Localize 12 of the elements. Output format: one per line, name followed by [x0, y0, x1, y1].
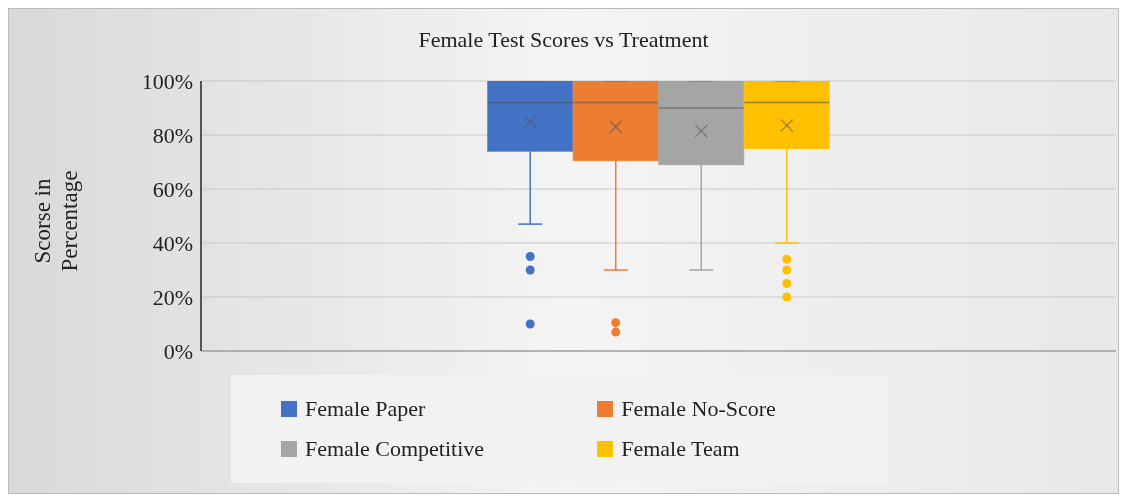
y-tick-label: 100% [141, 68, 193, 94]
y-tick-label: 0% [163, 338, 193, 364]
legend-label: Female Team [620, 436, 741, 462]
chart-title: Female Test Scores vs Treatment [417, 27, 710, 53]
legend-label: Female Competitive [304, 436, 486, 462]
y-tick-label: 40% [152, 230, 193, 256]
legend-label: Female No-Score [620, 396, 777, 422]
y-tick-label: 60% [152, 176, 193, 202]
y-tick-label: 80% [152, 122, 193, 148]
y-axis-title: Scorse in Percentage [29, 169, 83, 274]
legend-label: Female Paper [304, 396, 427, 422]
y-tick-label: 20% [152, 284, 193, 310]
